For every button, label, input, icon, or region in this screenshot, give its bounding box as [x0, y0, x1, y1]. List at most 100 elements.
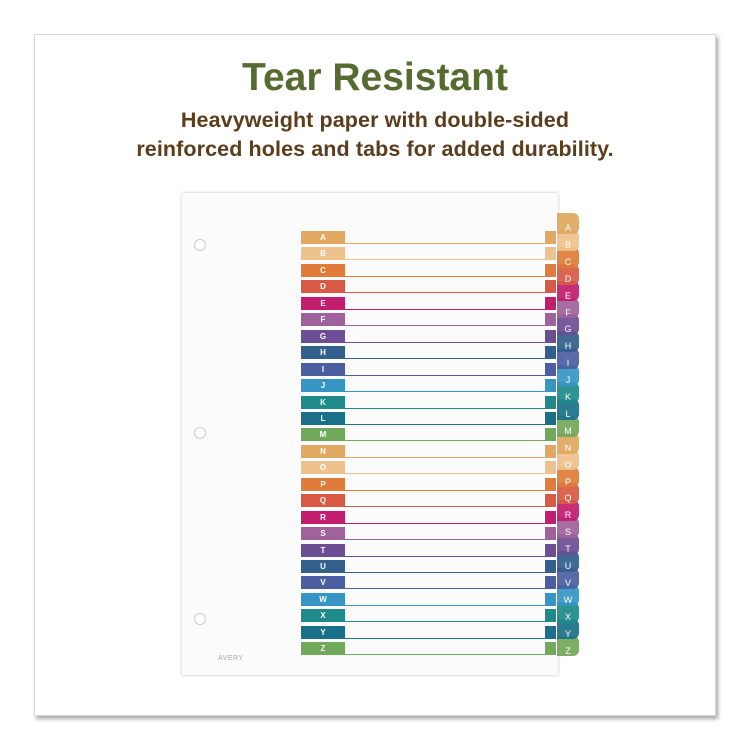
toc-row: V — [301, 576, 557, 590]
toc-end-marker — [545, 560, 556, 573]
toc-row: B — [301, 247, 557, 261]
toc-end-marker — [545, 411, 556, 425]
toc-line — [345, 506, 545, 508]
toc-row: O — [301, 461, 557, 475]
toc-row: C — [301, 263, 557, 277]
toc-end-marker — [545, 263, 556, 277]
toc-line — [345, 308, 545, 310]
headline: Tear Resistant — [242, 56, 508, 99]
toc-tab-label: K — [301, 395, 345, 409]
toc-tab-label: O — [301, 461, 345, 475]
toc-end-marker — [545, 231, 556, 244]
toc-row: L — [301, 411, 557, 425]
toc-line — [345, 572, 545, 573]
toc-line — [345, 292, 545, 294]
toc-tab-label: F — [301, 313, 345, 327]
side-tab: L — [557, 398, 579, 420]
toc-line — [345, 473, 545, 475]
toc-tab-label: Z — [301, 642, 345, 656]
toc-tab-label: N — [301, 444, 345, 458]
toc-end-marker — [545, 477, 556, 491]
toc-tab-label: I — [301, 362, 345, 376]
toc-line — [345, 275, 545, 277]
punch-hole — [194, 427, 206, 439]
side-tab: V — [557, 567, 579, 589]
toc-tab-label: B — [301, 247, 345, 261]
side-tab: H — [557, 331, 579, 353]
toc-tab-label: H — [301, 346, 345, 360]
toc-row: W — [301, 592, 557, 606]
side-tab: T — [557, 534, 579, 555]
toc-row: F — [301, 313, 557, 327]
toc-tab-label: V — [301, 576, 345, 590]
toc-line — [345, 588, 545, 590]
punch-hole — [194, 613, 206, 625]
toc-tab-label: M — [301, 428, 345, 442]
side-tab: S — [557, 517, 579, 539]
toc-end-marker — [545, 444, 556, 458]
toc-tab-label: A — [301, 231, 345, 244]
side-tab: B — [557, 229, 579, 251]
side-tab: O — [557, 449, 579, 471]
side-tab: E — [557, 280, 579, 302]
toc-row: M — [301, 428, 557, 442]
toc-row: X — [301, 609, 557, 623]
side-tab: Z — [557, 635, 579, 657]
toc-line — [345, 621, 545, 623]
toc-end-marker — [545, 510, 556, 524]
toc-row: G — [301, 329, 557, 343]
toc-tab-label: T — [301, 543, 345, 557]
toc-end-marker — [545, 428, 556, 442]
subline-2: reinforced holes and tabs for added dura… — [136, 137, 614, 161]
toc-row: R — [301, 510, 557, 524]
toc-end-marker — [545, 296, 556, 310]
toc-end-marker — [545, 625, 556, 639]
side-tab: W — [557, 584, 579, 606]
subline-1: Heavyweight paper with double-sided — [180, 108, 570, 132]
side-tab: D — [557, 263, 579, 285]
toc-tab-label: X — [301, 609, 345, 623]
side-tab: K — [557, 382, 579, 403]
toc-end-marker — [545, 247, 556, 261]
toc-line — [345, 522, 545, 524]
toc-line — [345, 407, 545, 409]
toc-line — [345, 325, 545, 327]
side-tab: N — [557, 432, 579, 454]
toc-tab-label: W — [301, 592, 345, 606]
toc-row: N — [301, 444, 557, 458]
toc-end-marker — [545, 329, 556, 343]
toc-end-marker — [545, 543, 556, 557]
toc-line — [345, 489, 545, 491]
side-tab: C — [557, 246, 579, 268]
toc-end-marker — [545, 362, 556, 376]
toc-line — [345, 391, 545, 393]
toc-end-marker — [545, 395, 556, 409]
toc-row: E — [301, 296, 557, 310]
toc-tab-label: S — [301, 527, 345, 541]
toc-line — [345, 654, 545, 656]
side-tab: M — [557, 415, 579, 437]
toc-tab-label: Y — [301, 625, 345, 639]
toc-end-marker — [545, 313, 556, 327]
toc-tab-label: E — [301, 296, 345, 310]
side-tab: G — [557, 314, 579, 336]
toc-row: S — [301, 527, 557, 541]
toc-row: Y — [301, 625, 557, 639]
toc-end-marker — [545, 346, 556, 360]
toc-tab-label: C — [301, 263, 345, 277]
toc-line — [345, 440, 545, 442]
toc-end-marker — [545, 592, 556, 606]
toc-line — [345, 456, 545, 458]
toc-tab-label: Q — [301, 494, 345, 508]
toc-line — [345, 555, 545, 557]
side-tab: X — [557, 601, 579, 623]
toc-line — [345, 374, 545, 376]
side-tab: R — [557, 500, 579, 522]
toc-line — [345, 604, 545, 606]
side-tab: I — [557, 348, 579, 370]
toc-tab-label: U — [301, 560, 345, 573]
toc-row: H — [301, 346, 557, 360]
side-tab: Y — [557, 618, 579, 640]
toc-tab-label: L — [301, 411, 345, 425]
toc-tab-label: G — [301, 329, 345, 343]
